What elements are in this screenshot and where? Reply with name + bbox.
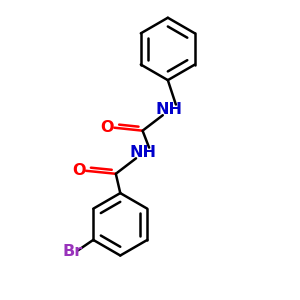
Text: O: O: [100, 120, 114, 135]
Text: O: O: [72, 163, 86, 178]
Text: NH: NH: [156, 102, 183, 117]
Text: Br: Br: [62, 244, 83, 259]
Text: NH: NH: [129, 146, 156, 160]
